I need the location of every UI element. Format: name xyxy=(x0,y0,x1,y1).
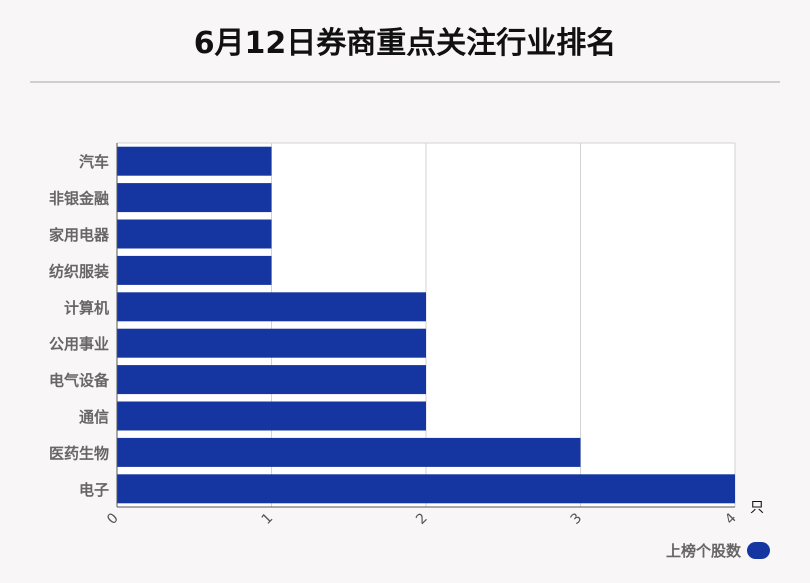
x-tick-label: 1 xyxy=(259,510,277,528)
bar[interactable] xyxy=(117,219,272,249)
bar[interactable] xyxy=(117,255,272,285)
x-unit-label: 只 xyxy=(750,500,764,516)
category-label: 公用事业 xyxy=(49,335,109,353)
category-label: 计算机 xyxy=(64,299,109,317)
x-tick-label: 3 xyxy=(568,510,586,528)
chart-title: 6月12日券商重点关注行业排名 xyxy=(193,26,617,61)
x-tick-label: 0 xyxy=(104,510,122,528)
bar[interactable] xyxy=(117,183,272,213)
x-tick-label: 2 xyxy=(413,510,431,528)
category-label: 汽车 xyxy=(79,153,109,171)
legend-label: 上榜个股数 xyxy=(665,542,741,560)
bar[interactable] xyxy=(117,146,272,176)
bar[interactable] xyxy=(117,328,426,358)
bar[interactable] xyxy=(117,401,426,431)
category-label: 纺织服装 xyxy=(49,262,110,280)
bar[interactable] xyxy=(117,437,581,467)
category-label: 医药生物 xyxy=(49,444,109,462)
bar[interactable] xyxy=(117,292,426,322)
legend-swatch xyxy=(747,542,770,559)
title-divider xyxy=(30,81,780,83)
category-label: 电气设备 xyxy=(49,372,110,390)
x-tick-label: 4 xyxy=(722,510,740,528)
bar[interactable] xyxy=(117,365,426,395)
category-label: 家用电器 xyxy=(49,226,110,244)
bar[interactable] xyxy=(117,474,735,504)
legend[interactable]: 上榜个股数 xyxy=(666,540,770,561)
category-label: 电子 xyxy=(79,481,109,499)
category-label: 通信 xyxy=(79,408,109,426)
category-label: 非银金融 xyxy=(49,190,109,208)
